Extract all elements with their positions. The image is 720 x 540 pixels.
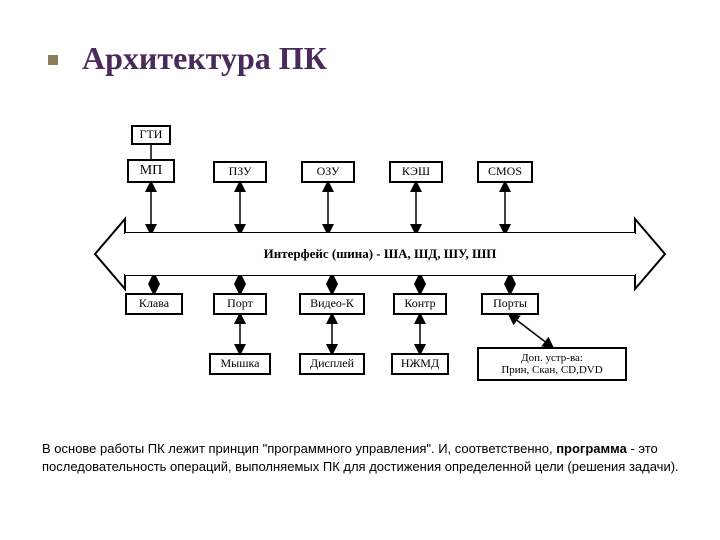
desc-bold: программа	[556, 441, 627, 456]
node-cmos: CMOS	[477, 161, 533, 183]
node-porty: Порты	[481, 293, 539, 315]
title-bullet	[48, 55, 58, 65]
description-text: В основе работы ПК лежит принцип "програ…	[42, 440, 682, 475]
node-kontr: Контр	[393, 293, 447, 315]
bus-label: Интерфейс (шина) - ША, ШД, ШУ, ШП	[125, 233, 635, 275]
node-gti: ГТИ	[131, 125, 171, 145]
node-pzu: ПЗУ	[213, 161, 267, 183]
node-klava: Клава	[125, 293, 183, 315]
node-mp: МП	[127, 159, 175, 183]
node-mysh: Мышка	[209, 353, 271, 375]
node-displ: Дисплей	[299, 353, 365, 375]
node-ozu: ОЗУ	[301, 161, 355, 183]
architecture-diagram: Интерфейс (шина) - ША, ШД, ШУ, ШП ГТИ МП П…	[95, 125, 665, 415]
node-video: Видео-К	[299, 293, 365, 315]
node-kesh: КЭШ	[389, 161, 443, 183]
node-hdd: НЖМД	[391, 353, 449, 375]
node-dop: Доп. устр-ва:Прин, Скан, CD,DVD	[477, 347, 627, 381]
node-port: Порт	[213, 293, 267, 315]
page-title: Архитектура ПК	[82, 40, 327, 77]
desc-pre: В основе работы ПК лежит принцип "програ…	[42, 441, 556, 456]
